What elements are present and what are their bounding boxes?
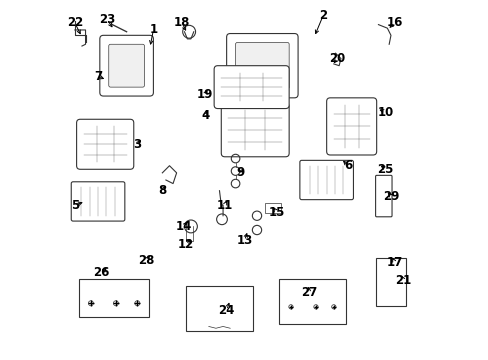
Text: 16: 16 bbox=[386, 16, 402, 29]
FancyBboxPatch shape bbox=[235, 42, 288, 89]
Text: 23: 23 bbox=[99, 13, 115, 26]
FancyBboxPatch shape bbox=[186, 286, 252, 331]
FancyBboxPatch shape bbox=[214, 66, 288, 109]
FancyBboxPatch shape bbox=[326, 98, 376, 155]
FancyBboxPatch shape bbox=[375, 257, 406, 306]
FancyBboxPatch shape bbox=[77, 119, 134, 169]
FancyBboxPatch shape bbox=[79, 279, 149, 317]
Text: 22: 22 bbox=[66, 16, 83, 29]
Text: 2: 2 bbox=[318, 9, 326, 22]
FancyBboxPatch shape bbox=[71, 182, 124, 221]
FancyBboxPatch shape bbox=[264, 203, 281, 213]
Text: 29: 29 bbox=[382, 190, 398, 203]
FancyBboxPatch shape bbox=[108, 44, 144, 87]
Text: 21: 21 bbox=[394, 274, 411, 287]
Text: 28: 28 bbox=[138, 254, 154, 267]
Text: 26: 26 bbox=[93, 266, 110, 279]
Text: 4: 4 bbox=[201, 109, 209, 122]
FancyBboxPatch shape bbox=[299, 160, 353, 200]
Text: 18: 18 bbox=[173, 16, 190, 29]
Text: 5: 5 bbox=[71, 198, 79, 212]
FancyBboxPatch shape bbox=[226, 33, 298, 98]
Text: 24: 24 bbox=[218, 304, 234, 317]
Text: 13: 13 bbox=[236, 234, 252, 247]
Text: 15: 15 bbox=[268, 206, 284, 219]
Text: 11: 11 bbox=[216, 198, 232, 212]
Text: 17: 17 bbox=[386, 256, 402, 269]
Text: 9: 9 bbox=[236, 166, 244, 179]
Text: 25: 25 bbox=[377, 163, 393, 176]
Text: 20: 20 bbox=[328, 52, 345, 65]
FancyBboxPatch shape bbox=[221, 103, 288, 157]
FancyBboxPatch shape bbox=[279, 279, 345, 324]
FancyBboxPatch shape bbox=[375, 175, 391, 217]
Text: 19: 19 bbox=[197, 88, 213, 101]
Text: 10: 10 bbox=[377, 105, 393, 119]
Text: 7: 7 bbox=[94, 70, 102, 83]
Text: 1: 1 bbox=[149, 23, 157, 36]
Text: 12: 12 bbox=[177, 238, 193, 251]
Text: 6: 6 bbox=[343, 159, 351, 172]
Text: 14: 14 bbox=[175, 220, 192, 233]
Text: 27: 27 bbox=[300, 286, 316, 299]
Text: 8: 8 bbox=[158, 184, 166, 197]
FancyBboxPatch shape bbox=[100, 35, 153, 96]
Text: 3: 3 bbox=[133, 138, 141, 151]
